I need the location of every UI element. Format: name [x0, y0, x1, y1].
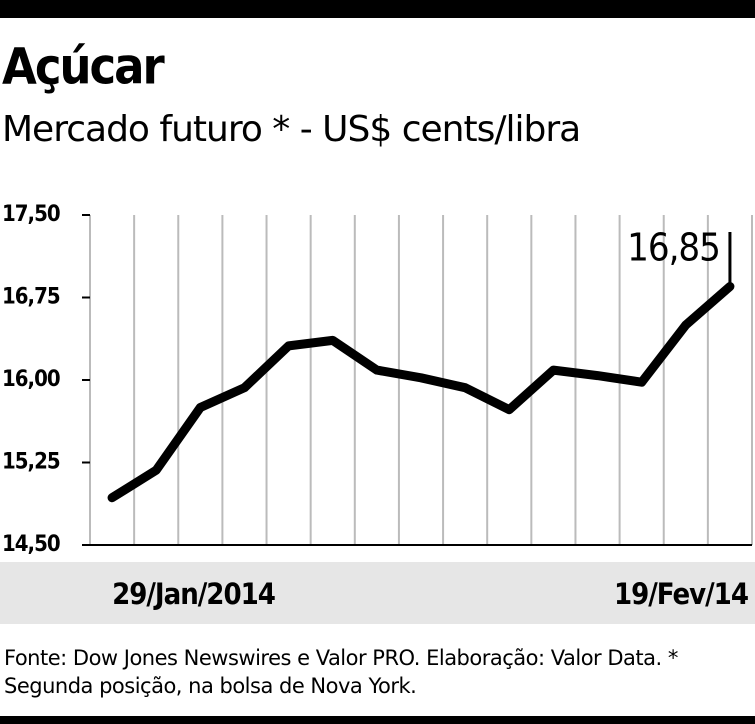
y-tick-label: 15,25 [2, 450, 60, 475]
value-label: 16,85 [627, 226, 720, 270]
x-tick-label: 29/Jan/2014 [112, 577, 275, 611]
bottom-bar [0, 716, 755, 724]
chart-title: Açúcar [2, 38, 166, 96]
y-tick-label: 14,50 [2, 532, 60, 557]
y-tick-label: 16,00 [2, 367, 60, 392]
x-band [0, 562, 755, 624]
x-tick-label: 19/Fev/14 [614, 577, 748, 611]
y-tick-label: 16,75 [2, 285, 60, 310]
top-bar [0, 0, 755, 18]
line [107, 282, 735, 503]
chart-subtitle: Mercado futuro * - US$ cents/libra [2, 109, 580, 150]
source-note: Fonte: Dow Jones Newswires e Valor PRO. … [4, 646, 678, 698]
y-tick-label: 17,50 [2, 202, 60, 227]
